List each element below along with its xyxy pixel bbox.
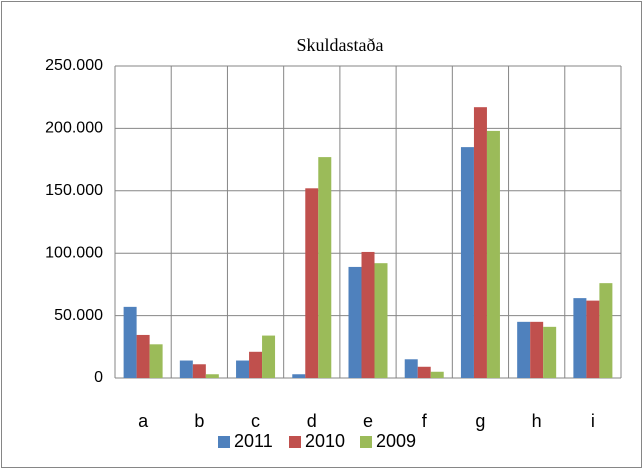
bar: [179, 360, 193, 378]
x-tick-label: i: [591, 411, 595, 431]
bar: [599, 283, 613, 378]
y-tick-label: 150.000: [45, 182, 103, 199]
legend-swatch: [218, 436, 230, 448]
bar: [586, 300, 600, 378]
legend-swatch: [360, 436, 372, 448]
y-tick-label: 100.000: [45, 244, 103, 261]
bar: [262, 335, 276, 378]
legend-label: 2011: [234, 431, 273, 451]
bar: [149, 344, 163, 378]
bar: [205, 374, 219, 378]
x-tick-label: b: [194, 411, 204, 431]
legend-label: 2010: [305, 431, 345, 451]
bar: [473, 107, 487, 379]
bar: [236, 360, 250, 378]
bar: [486, 130, 500, 378]
x-tick-label: h: [532, 411, 542, 431]
x-tick-label: f: [422, 411, 428, 431]
bar: [348, 266, 362, 378]
y-tick-label: 200.000: [45, 120, 103, 137]
bar: [460, 147, 474, 378]
bar: [292, 374, 306, 378]
bar: [374, 263, 388, 378]
bar: [417, 366, 431, 378]
x-tick-label: d: [307, 411, 317, 431]
bar: [123, 306, 137, 378]
bar: [305, 188, 319, 378]
bar: [361, 251, 375, 378]
bar: [430, 371, 444, 378]
y-tick-label: 50.000: [54, 307, 103, 324]
bar: [543, 326, 557, 378]
bar: [318, 157, 332, 378]
bar: [573, 298, 587, 378]
x-tick-label: c: [251, 411, 260, 431]
y-tick-label: 0: [94, 369, 103, 386]
bar: [136, 334, 150, 378]
legend-swatch: [289, 436, 301, 448]
bar: [192, 364, 206, 378]
bar: [517, 321, 531, 378]
bar: [530, 321, 544, 378]
legend-label: 2009: [376, 431, 416, 451]
x-tick-label: a: [138, 411, 149, 431]
bar: [404, 359, 418, 378]
chart-title: Skuldastaða: [297, 35, 384, 55]
y-tick-label: 250.000: [45, 57, 103, 74]
x-tick-label: e: [363, 411, 373, 431]
x-tick-label: g: [475, 411, 485, 431]
bar: [249, 351, 263, 378]
